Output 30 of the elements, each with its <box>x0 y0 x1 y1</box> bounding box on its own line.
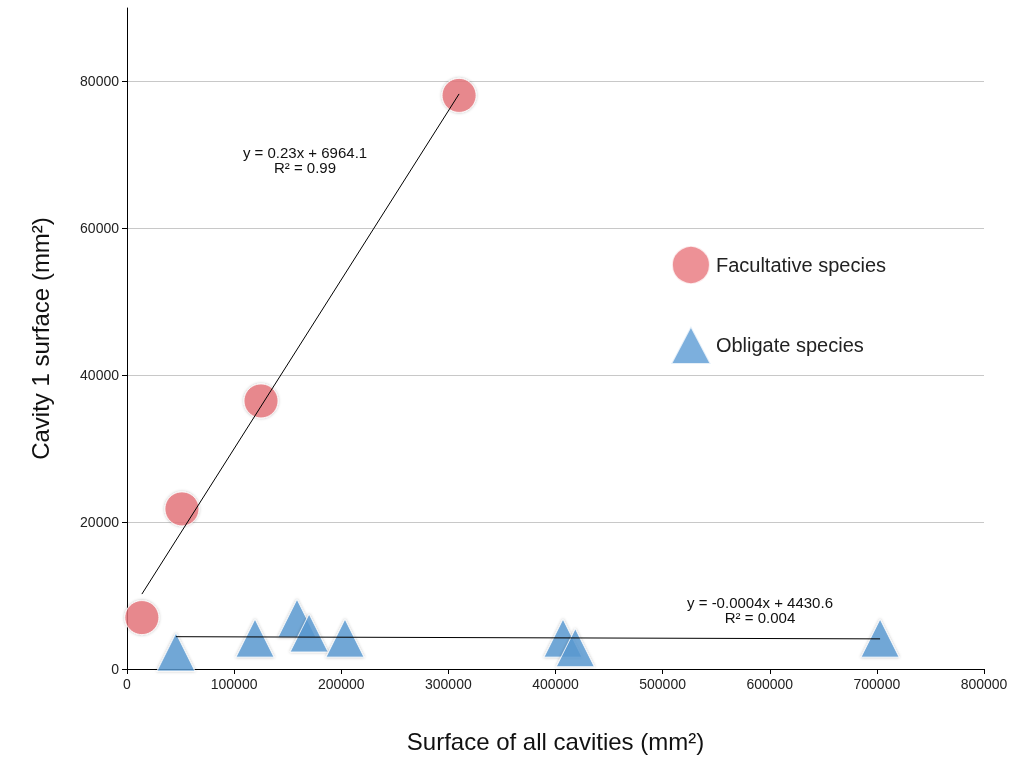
annotation: y = 0.23x + 6964.1 R² = 0.99 <box>242 144 368 176</box>
y-tick-label: 0 <box>111 661 120 677</box>
annotation: y = -0.0004x + 4430.6 R² = 0.004 <box>687 594 833 626</box>
y-tick-label: 40000 <box>80 367 120 384</box>
y-tick-label: 20000 <box>80 514 120 531</box>
x-tick-label: 600000 <box>746 676 794 692</box>
point <box>325 618 365 658</box>
x-tick-label: 800000 <box>960 676 1008 692</box>
x-tick-label: 500000 <box>639 676 687 692</box>
point <box>156 632 196 672</box>
x-tick-label: 200000 <box>317 676 365 692</box>
x-tick-label: 400000 <box>532 676 580 692</box>
point <box>243 383 279 419</box>
y-tick-label: 60000 <box>80 220 120 237</box>
point <box>289 613 329 653</box>
point <box>235 618 275 658</box>
point <box>124 600 160 636</box>
point <box>441 77 477 113</box>
y-tick-label: 80000 <box>80 73 120 90</box>
point <box>555 628 595 668</box>
x-axis-title: Surface of all cavities (mm²) <box>406 727 705 755</box>
x-tick-label: 300000 <box>425 676 472 692</box>
point <box>164 491 200 527</box>
y-axis-title: Cavity 1 surface (mm²) <box>26 217 54 460</box>
legend-label: Facultative species <box>715 254 886 276</box>
x-tick-label: 700000 <box>853 676 901 692</box>
legend-label: Obligate species <box>715 334 864 356</box>
point <box>860 618 900 658</box>
x-tick-label: 0 <box>123 676 132 692</box>
x-tick-label: 100000 <box>210 676 258 692</box>
